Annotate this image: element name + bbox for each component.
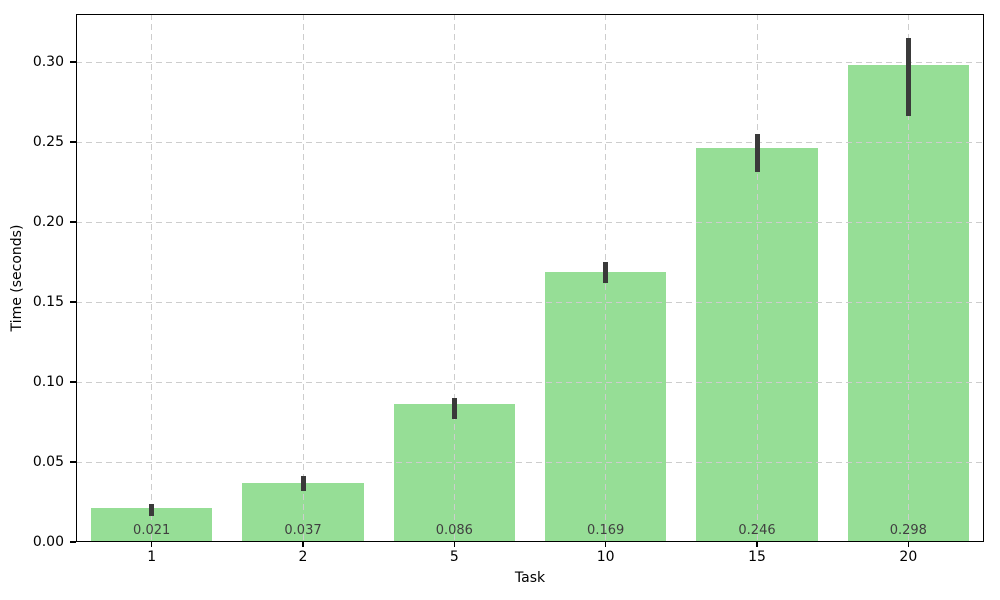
x-tick-label: 15 <box>748 549 766 565</box>
error-bar <box>905 38 911 117</box>
error-bar <box>149 503 155 517</box>
x-tick-label: 1 <box>147 549 157 565</box>
x-tick-mark <box>453 542 456 547</box>
gridline-vertical <box>302 14 304 542</box>
gridline-horizontal <box>76 461 984 463</box>
gridline-vertical <box>907 14 909 542</box>
y-axis-title: Time (seconds) <box>9 224 25 332</box>
gridline-horizontal <box>76 61 984 63</box>
x-tick-mark <box>302 542 304 547</box>
y-tick-mark <box>70 301 76 303</box>
gridline-vertical <box>756 14 758 542</box>
x-tick-label: 2 <box>298 549 308 565</box>
error-bar <box>451 398 457 419</box>
x-tick-mark <box>756 542 758 547</box>
x-tick-mark <box>150 542 153 547</box>
x-tick-mark <box>907 542 910 547</box>
error-bar <box>300 476 306 491</box>
bar-value-label: 0.021 <box>133 523 171 538</box>
plot-area: 0.021 0.037 0.086 0.169 0.246 0.298 <box>76 14 984 542</box>
x-tick-mark <box>604 542 607 547</box>
gridline-horizontal <box>76 301 984 303</box>
y-tick-label: 0.25 <box>32 134 64 150</box>
x-tick-label: 20 <box>899 549 918 565</box>
x-tick-label: 10 <box>596 549 615 565</box>
y-tick-mark <box>70 141 76 143</box>
y-tick-label: 0.20 <box>32 214 64 230</box>
bar-value-label: 0.169 <box>587 523 625 538</box>
y-tick-mark <box>70 61 76 63</box>
error-bar <box>754 134 760 173</box>
bar-value-label: 0.246 <box>738 523 776 538</box>
bar-value-label: 0.037 <box>284 523 322 538</box>
gridline-horizontal <box>76 141 984 143</box>
y-tick-label: 0.15 <box>32 294 64 310</box>
y-tick-mark <box>70 541 76 543</box>
gridline-vertical <box>453 14 455 542</box>
y-tick-label: 0.05 <box>32 454 64 470</box>
gridline-vertical <box>151 14 153 542</box>
y-tick-mark <box>70 221 76 223</box>
y-tick-label: 0.00 <box>32 534 64 550</box>
y-tick-label: 0.10 <box>32 374 64 390</box>
y-tick-mark <box>70 381 76 383</box>
y-tick-label: 0.30 <box>32 54 64 70</box>
gridline-horizontal <box>76 381 984 383</box>
error-bar <box>603 262 609 283</box>
x-tick-label: 5 <box>449 549 459 565</box>
y-tick-mark <box>70 461 76 463</box>
x-axis-title: Task <box>514 570 546 586</box>
bar-value-label: 0.086 <box>435 523 473 538</box>
gridline-horizontal <box>76 221 984 223</box>
bar-value-label: 0.298 <box>889 523 927 538</box>
